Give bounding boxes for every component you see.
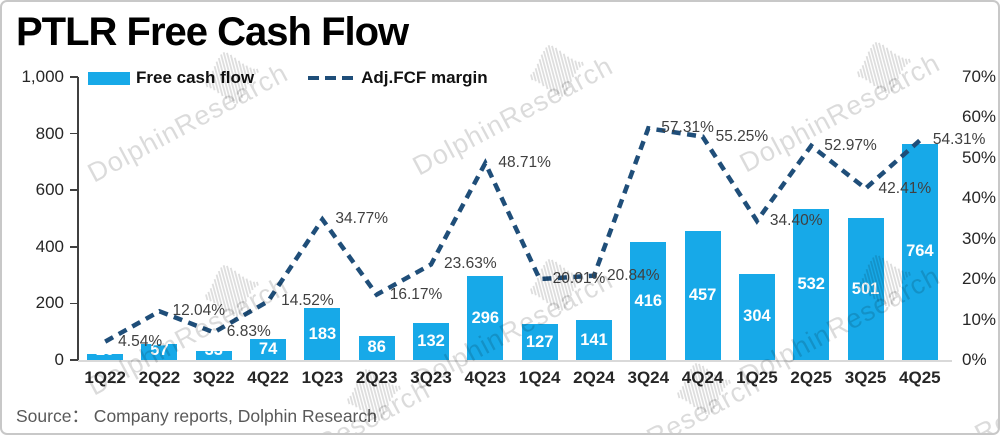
margin-value-label: 20.84%	[606, 266, 660, 284]
fcf-bar-value-label: 33	[204, 341, 223, 359]
fcf-bar-value-label: 127	[525, 332, 554, 351]
fcf-bar	[141, 343, 178, 360]
margin-value-label: 34.77%	[335, 210, 388, 228]
waveform-logo-icon	[856, 42, 911, 94]
x-axis-category-label: 4Q24	[681, 368, 724, 387]
x-axis-category-label: 1Q22	[84, 368, 126, 387]
margin-value-label: 55.25%	[715, 127, 769, 145]
margin-value-label: 52.97%	[824, 136, 877, 154]
fcf-bar-value-label: 183	[308, 324, 337, 343]
fcf-bar	[87, 354, 124, 360]
fcf-bar-value-label: 457	[688, 285, 717, 304]
fcf-bar-value-label: 296	[471, 308, 500, 327]
y-axis-left	[77, 77, 79, 360]
y-axis-right-label: 30%	[962, 228, 997, 248]
fcf-bar-value-label: 57	[150, 341, 169, 359]
margin-value-label: 54.31%	[932, 131, 986, 149]
y-axis-right-label: 70%	[962, 67, 997, 86]
y-axis-right-label: 60%	[962, 107, 997, 127]
margin-value-label: 23.63%	[444, 255, 497, 273]
legend-line-label: Adj.FCF margin	[361, 68, 488, 87]
x-axis-category-label: 4Q23	[464, 368, 507, 387]
x-axis-category-label: 3Q23	[410, 368, 452, 387]
margin-value-label: 57.31%	[661, 119, 714, 137]
y-axis-left-label: 400	[35, 236, 64, 256]
y-axis-tick	[70, 132, 78, 135]
y-axis-left-label: 200	[35, 293, 64, 313]
margin-value-label: 48.71%	[498, 154, 551, 172]
fcf-bar-value-label: 74	[258, 340, 278, 359]
x-axis-category-label: 2Q25	[790, 368, 833, 387]
y-axis-right-label: 40%	[962, 188, 997, 208]
fcf-bar-value-label: 304	[743, 307, 771, 326]
y-axis-tick	[70, 359, 78, 361]
fcf-bar-value-label: 764	[906, 242, 934, 261]
legend-bar-label: Free cash flow	[136, 68, 255, 87]
source-note: Source： Company reports, Dolphin Researc…	[16, 406, 377, 426]
margin-value-label: 34.40%	[769, 211, 823, 229]
x-axis-category-label: 4Q25	[899, 368, 941, 387]
y-axis-left-label: 1,000	[21, 67, 64, 86]
x-axis-category-label: 4Q22	[247, 368, 289, 387]
y-axis-right-label: 0%	[962, 350, 987, 369]
margin-value-label: 4.54%	[118, 332, 163, 350]
legend-bar-swatch-icon	[88, 71, 130, 85]
fcf-bar	[250, 339, 287, 360]
y-axis-left-label: 800	[35, 123, 64, 143]
fcf-bar-value-label: 416	[634, 291, 663, 310]
margin-value-label: 12.04%	[172, 302, 226, 320]
y-axis-tick	[70, 302, 78, 305]
fcf-bar-value-label: 20	[95, 341, 115, 359]
margin-value-label: 16.17%	[389, 285, 443, 303]
x-axis-category-label: 3Q24	[627, 368, 670, 387]
y-axis-right-label: 10%	[962, 309, 997, 329]
y-axis-left-label: 600	[35, 180, 64, 200]
fcf-bar-value-label: 501	[851, 279, 880, 298]
x-axis-baseline	[78, 360, 952, 362]
x-axis-category-label: 1Q25	[736, 368, 778, 387]
margin-value-label: 42.41%	[878, 179, 932, 197]
fcf-bar-value-label: 86	[367, 338, 386, 357]
x-axis-category-label: 2Q23	[355, 368, 398, 387]
x-axis-category-label: 2Q24	[573, 368, 615, 387]
y-axis-right-label: 20%	[962, 269, 997, 289]
chart-title: PTLR Free Cash Flow	[16, 10, 409, 54]
waveform-logo-icon	[676, 363, 731, 415]
y-axis-left-label: 0	[54, 350, 64, 369]
margin-value-label: 6.83%	[226, 323, 271, 341]
y-axis-right-label: 50%	[962, 147, 997, 167]
x-axis-category-label: 3Q22	[192, 368, 235, 387]
margin-value-label: 20.01%	[552, 270, 606, 288]
x-axis-category-label: 1Q24	[518, 368, 561, 387]
legend-line-swatch-icon	[308, 76, 354, 80]
x-axis-category-label: 3Q25	[844, 368, 887, 387]
fcf-bar-value-label: 141	[580, 330, 608, 349]
y-axis-tick	[70, 246, 78, 248]
fcf-bar-value-label: 132	[417, 331, 445, 350]
margin-value-label: 14.52%	[281, 292, 334, 310]
y-axis-tick	[70, 189, 78, 191]
x-axis-category-label: 2Q22	[138, 368, 181, 387]
waveform-logo-icon	[529, 45, 584, 97]
fcf-bar	[195, 350, 232, 360]
legend: Free cash flow Adj.FCF margin	[88, 65, 488, 91]
y-axis-tick	[70, 76, 78, 78]
x-axis-category-label: 1Q23	[301, 368, 344, 387]
fcf-bar-value-label: 532	[797, 275, 825, 294]
